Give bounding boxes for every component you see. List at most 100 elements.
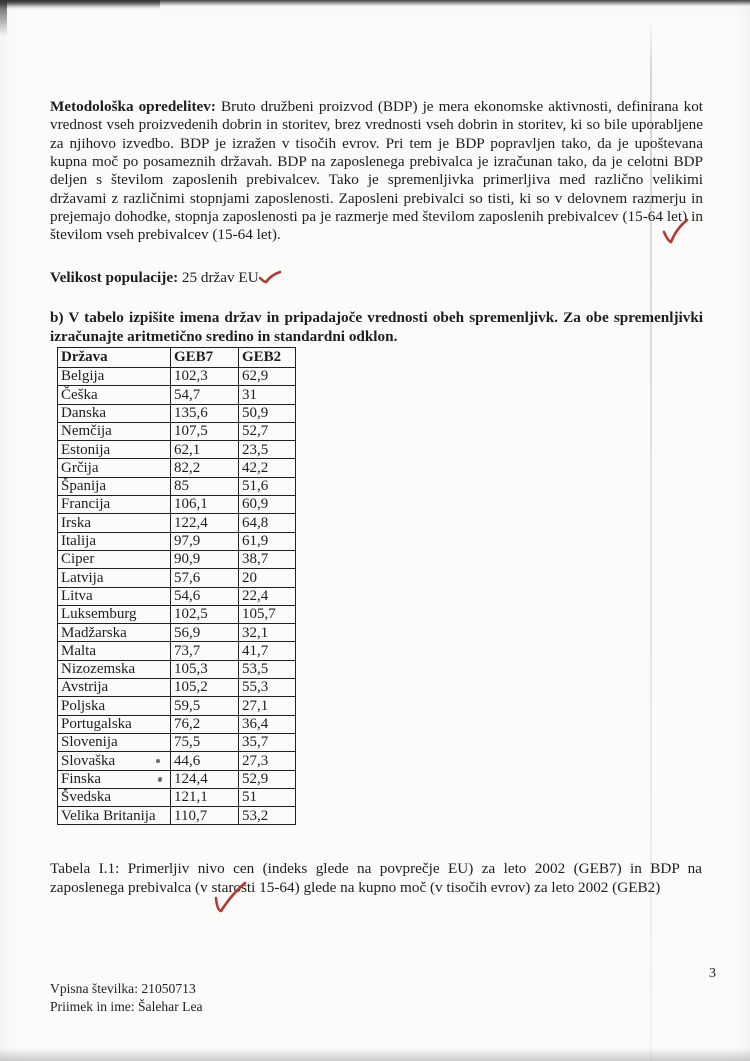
country-cell: Poljska bbox=[57, 696, 171, 716]
data-table-wrap: Država GEB7 GEB2 Belgija 102,3 62,9 Češka 54… bbox=[57, 347, 296, 826]
table-row: Švedska 121,1 51 bbox=[57, 787, 296, 808]
geb7-cell: 121,1 bbox=[170, 787, 239, 808]
geb7-cell: 102,5 bbox=[170, 604, 239, 625]
geb7-cell: 106,1 bbox=[170, 495, 239, 515]
geb2-cell: 64,8 bbox=[238, 513, 296, 533]
geb2-cell: 20 bbox=[238, 568, 296, 588]
country-cell: Slovenija bbox=[57, 732, 171, 753]
geb2-cell: 61,9 bbox=[238, 531, 296, 551]
table-body: Belgija 102,3 62,9 Češka 54,7 31 Danska 135,6 50… bbox=[57, 366, 296, 826]
methodology-label: Metodološka opredelitev: bbox=[50, 98, 216, 116]
table-row: Velika Britanija 110,7 53,2 bbox=[57, 806, 296, 826]
geb2-cell: 35,7 bbox=[238, 732, 296, 753]
geb7-cell: 135,6 bbox=[170, 403, 239, 423]
country-cell: Avstrija bbox=[57, 678, 171, 698]
geb2-cell: 42,2 bbox=[238, 458, 296, 478]
geb7-cell: 82,2 bbox=[170, 458, 239, 478]
geb7-cell: 105,3 bbox=[170, 659, 239, 680]
country-cell: Luksemburg bbox=[57, 604, 171, 625]
country-cell: Italija bbox=[57, 531, 171, 551]
geb7-cell: 54,6 bbox=[170, 586, 239, 606]
country-cell: Ciper bbox=[57, 549, 171, 570]
geb7-cell: 44,6 bbox=[170, 751, 239, 771]
header-geb7: GEB7 bbox=[170, 347, 239, 368]
task-paragraph: b) V tabelo izpišite imena držav in prip… bbox=[50, 309, 703, 345]
geb2-cell: 51,6 bbox=[238, 476, 296, 497]
country-cell: Irska bbox=[57, 513, 171, 533]
geb2-cell: 32,1 bbox=[238, 623, 296, 643]
country-cell: Francija bbox=[57, 495, 171, 515]
geb2-cell: 36,4 bbox=[238, 714, 296, 734]
population-line: Velikost populacije: 25 držav EU bbox=[50, 269, 259, 287]
table-row: Avstrija 105,2 55,3 bbox=[57, 678, 296, 698]
geb7-cell: 62,1 bbox=[170, 440, 239, 460]
country-cell: Litva bbox=[57, 586, 171, 606]
country-cell: Švedska bbox=[57, 787, 171, 808]
country-cell: Nizozemska bbox=[57, 659, 171, 680]
country-cell: Češka bbox=[57, 385, 171, 405]
table-row: Nizozemska 105,3 53,5 bbox=[57, 659, 296, 680]
table-row: Irska 122,4 64,8 bbox=[57, 513, 296, 533]
geb7-cell: 102,3 bbox=[170, 366, 239, 387]
country-cell: Grčija bbox=[57, 458, 171, 478]
country-cell: Danska bbox=[57, 403, 171, 423]
geb2-cell: 50,9 bbox=[238, 403, 296, 423]
table-row: Nemčija 107,5 52,7 bbox=[57, 421, 296, 442]
geb2-cell: 53,2 bbox=[238, 806, 296, 826]
country-cell: Portugalska bbox=[57, 714, 171, 734]
population-value: 25 držav EU bbox=[178, 269, 259, 287]
geb7-cell: 76,2 bbox=[170, 714, 239, 734]
table-row: Poljska 59,5 27,1 bbox=[57, 696, 296, 716]
geb7-cell: 122,4 bbox=[170, 513, 239, 533]
country-cell: Belgija bbox=[57, 366, 171, 387]
geb2-cell: 55,3 bbox=[238, 678, 296, 698]
country-cell: Latvija bbox=[57, 568, 171, 588]
scan-crease-line bbox=[650, 18, 652, 1061]
country-cell: Estonija bbox=[57, 440, 171, 460]
table-row: Češka 54,7 31 bbox=[57, 385, 296, 405]
geb7-cell: 90,9 bbox=[170, 549, 239, 570]
country-cell: Nemčija bbox=[57, 421, 171, 442]
geb7-cell: 107,5 bbox=[170, 421, 239, 442]
country-cell: Velika Britanija bbox=[57, 806, 171, 826]
checkmark-icon bbox=[258, 270, 282, 284]
geb2-cell: 27,3 bbox=[238, 751, 296, 771]
scan-corner-mark bbox=[0, 0, 7, 36]
geb7-cell: 85 bbox=[170, 476, 239, 497]
geb7-cell: 73,7 bbox=[170, 641, 239, 661]
geb2-cell: 60,9 bbox=[238, 495, 296, 515]
checkmark-icon bbox=[662, 218, 689, 244]
footer-student-name: Priimek in ime: Šalehar Lea bbox=[50, 998, 203, 1014]
table-row: Latvija 57,6 20 bbox=[57, 568, 296, 588]
footer-block: Vpisna številka: 21050713 Priimek in ime… bbox=[50, 980, 203, 1015]
scan-top-edge-dark bbox=[0, 0, 160, 9]
country-cell: Madžarska bbox=[57, 623, 171, 643]
scan-bottom-edge bbox=[0, 1048, 750, 1061]
geb2-cell: 31 bbox=[238, 385, 296, 405]
page-number: 3 bbox=[709, 966, 716, 981]
table-row: Italija 97,9 61,9 bbox=[57, 531, 296, 551]
countries-table: Država GEB7 GEB2 Belgija 102,3 62,9 Češka 54… bbox=[57, 347, 296, 826]
geb2-cell: 38,7 bbox=[238, 549, 296, 570]
geb2-cell: 52,9 bbox=[238, 769, 296, 789]
country-cell: Finska bbox=[57, 769, 171, 789]
checkmark-icon bbox=[214, 881, 247, 913]
geb7-cell: 97,9 bbox=[170, 531, 239, 551]
methodology-text: Bruto družbeni proizvod (BDP) je mera ek… bbox=[50, 98, 704, 244]
geb7-cell: 124,4 bbox=[170, 769, 239, 789]
table-row: Ciper 90,9 38,7 bbox=[57, 549, 296, 570]
table-row: Španija 85 51,6 bbox=[57, 476, 296, 497]
table-row: Madžarska 56,9 32,1 bbox=[57, 623, 296, 643]
geb2-cell: 62,9 bbox=[238, 366, 296, 387]
geb7-cell: 54,7 bbox=[170, 385, 239, 405]
geb7-cell: 57,6 bbox=[170, 568, 239, 588]
geb2-cell: 23,5 bbox=[238, 440, 296, 460]
table-row: Estonija 62,1 23,5 bbox=[57, 440, 296, 460]
table-row: Luksemburg 102,5 105,7 bbox=[57, 604, 296, 625]
country-cell: Španija bbox=[57, 476, 171, 497]
country-cell: Malta bbox=[57, 641, 171, 661]
table-row: Slovenija 75,5 35,7 bbox=[57, 732, 296, 753]
geb2-cell: 105,7 bbox=[238, 604, 296, 625]
table-row: Francija 106,1 60,9 bbox=[57, 495, 296, 515]
